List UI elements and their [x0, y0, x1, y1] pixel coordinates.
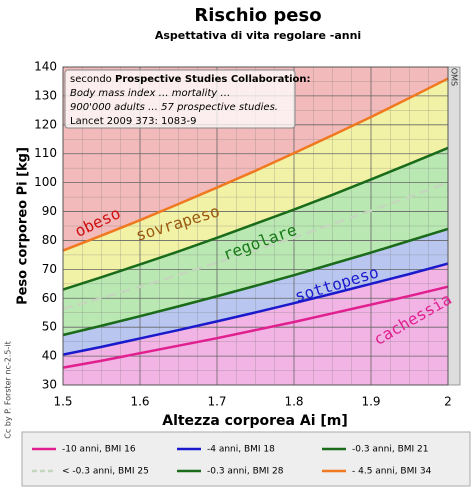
x-tick-label: 1.8: [284, 395, 303, 409]
legend-label: -0.3 anni, BMI 28: [207, 467, 284, 477]
credit: Cc by P. Forster nc-2.5-it: [4, 341, 13, 438]
x-tick-label: 2: [444, 395, 452, 409]
x-tick-label: 1.5: [53, 395, 72, 409]
note-box: [64, 69, 296, 129]
series-line: [62, 77, 449, 252]
note-line: Body mass index … mortality …: [70, 88, 230, 99]
y-tick-label: 130: [34, 88, 57, 102]
y-tick-label: 100: [34, 175, 57, 189]
series-line: [62, 181, 449, 311]
y-tick-label: 90: [42, 204, 57, 218]
y-tick-label: 80: [42, 233, 57, 247]
chart-title: Rischio peso: [194, 5, 321, 26]
x-tick-label: 1.6: [130, 395, 149, 409]
y-axis-label: Peso corporeo Pi [kg]: [16, 147, 31, 305]
series-line: [62, 285, 449, 369]
y-tick-label: 120: [34, 117, 57, 131]
series-line: [62, 262, 449, 356]
legend-label: -10 anni, BMI 16: [62, 445, 136, 455]
x-tick-label: 1.7: [207, 395, 226, 409]
x-axis-label: Altezza corporea Ai [m]: [162, 413, 348, 429]
legend-label: -0.3 anni, BMI 21: [352, 445, 428, 455]
y-tick-label: 140: [34, 60, 57, 74]
legend-box: [21, 431, 471, 487]
y-tick-label: 30: [42, 378, 57, 392]
legend-label: < -0.3 anni, BMI 25: [62, 467, 149, 477]
y-tick-label: 50: [42, 320, 57, 334]
note-source: Prospective Studies Collaboration:: [115, 74, 311, 85]
y-tick-label: 60: [42, 291, 57, 305]
plot-border: [62, 66, 449, 386]
y-tick-label: 110: [34, 146, 57, 160]
note-heading: secondo Prospective Studies Collaboratio…: [70, 74, 311, 85]
chart-subtitle: Aspettativa di vita regolare -anni: [155, 29, 361, 42]
note-lead: secondo: [70, 74, 112, 85]
series-line: [62, 227, 449, 337]
legend-label: -4 anni, BMI 18: [207, 445, 275, 455]
legend-label: - 4.5 anni, BMI 34: [352, 467, 432, 477]
y-tick-label: 70: [42, 262, 57, 276]
note-line: Lancet 2009 373: 1083-9: [70, 116, 196, 127]
side-strip: [447, 66, 461, 386]
y-tick-label: 40: [42, 349, 57, 363]
note-line: 900'000 adults … 57 prospective studies.: [70, 102, 278, 113]
series-line: [62, 146, 449, 291]
side-label: OMS: [450, 68, 459, 86]
x-tick-label: 1.9: [361, 395, 380, 409]
